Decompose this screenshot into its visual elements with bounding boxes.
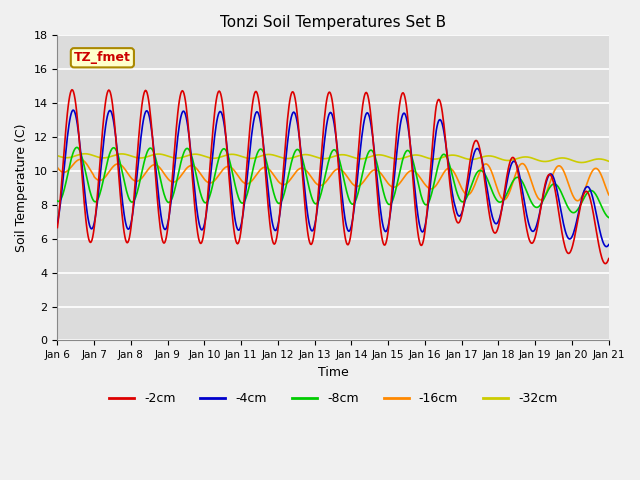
X-axis label: Time: Time [317, 366, 348, 379]
Legend: -2cm, -4cm, -8cm, -16cm, -32cm: -2cm, -4cm, -8cm, -16cm, -32cm [104, 387, 563, 410]
Text: TZ_fmet: TZ_fmet [74, 51, 131, 64]
Y-axis label: Soil Temperature (C): Soil Temperature (C) [15, 124, 28, 252]
Title: Tonzi Soil Temperatures Set B: Tonzi Soil Temperatures Set B [220, 15, 446, 30]
